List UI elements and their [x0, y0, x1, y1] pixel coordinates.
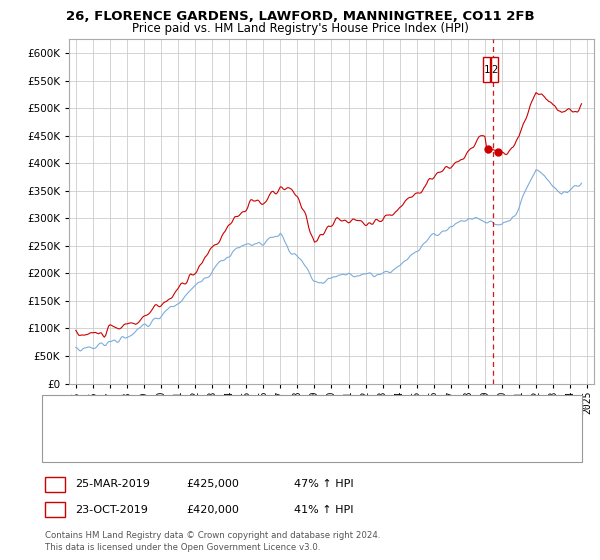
- Text: Contains HM Land Registry data © Crown copyright and database right 2024.
This d: Contains HM Land Registry data © Crown c…: [45, 531, 380, 552]
- Text: £425,000: £425,000: [186, 479, 239, 489]
- Text: 1: 1: [484, 64, 490, 74]
- Text: 23-OCT-2019: 23-OCT-2019: [75, 505, 148, 515]
- Text: Price paid vs. HM Land Registry's House Price Index (HPI): Price paid vs. HM Land Registry's House …: [131, 22, 469, 35]
- Text: 2: 2: [52, 505, 59, 515]
- FancyBboxPatch shape: [483, 57, 490, 82]
- Text: 41% ↑ HPI: 41% ↑ HPI: [294, 505, 353, 515]
- Text: £420,000: £420,000: [186, 505, 239, 515]
- Text: 25-MAR-2019: 25-MAR-2019: [75, 479, 150, 489]
- Text: HPI: Average price, detached house, Tendring: HPI: Average price, detached house, Tend…: [105, 432, 343, 442]
- Text: 2: 2: [491, 64, 497, 74]
- Text: 26, FLORENCE GARDENS, LAWFORD, MANNINGTREE, CO11 2FB: 26, FLORENCE GARDENS, LAWFORD, MANNINGTR…: [65, 10, 535, 23]
- Text: 1: 1: [52, 479, 59, 489]
- FancyBboxPatch shape: [491, 57, 498, 82]
- Text: 26, FLORENCE GARDENS, LAWFORD, MANNINGTREE, CO11 2FB (detached house): 26, FLORENCE GARDENS, LAWFORD, MANNINGTR…: [105, 405, 529, 415]
- Text: 47% ↑ HPI: 47% ↑ HPI: [294, 479, 353, 489]
